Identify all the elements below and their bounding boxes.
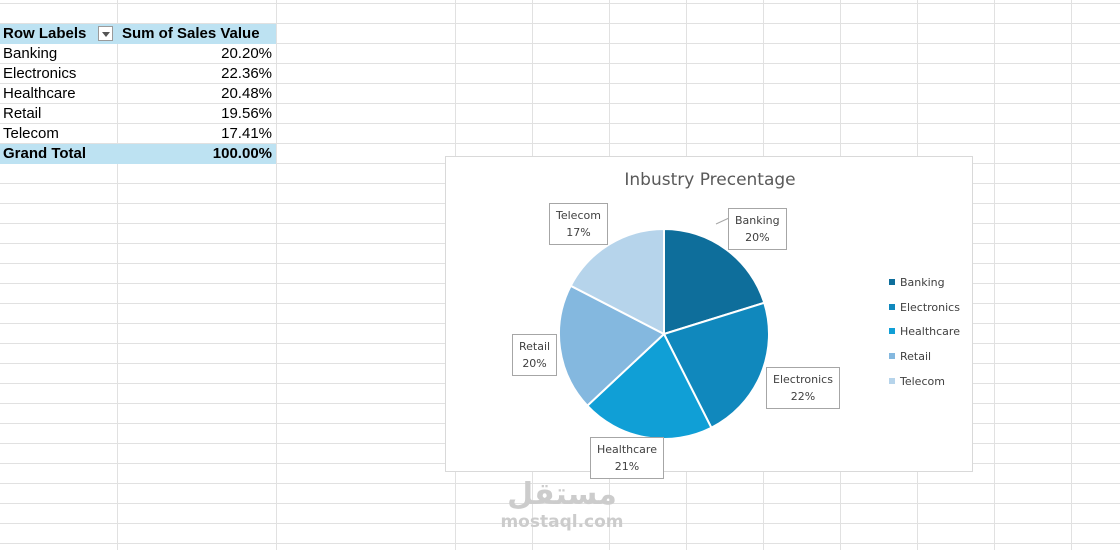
data-label-pct: 22% — [790, 390, 816, 403]
leader-line — [715, 217, 730, 225]
data-label-name: Healthcare — [597, 443, 657, 456]
pivot-row-value: 19.56% — [221, 105, 272, 122]
data-label-telecom[interactable]: Telecom 17% — [549, 203, 608, 245]
grand-total-row[interactable]: Grand Total 100.00% — [0, 144, 276, 164]
pivot-row-value: 22.36% — [221, 65, 272, 82]
watermark-arabic: مستقل — [507, 477, 617, 512]
legend-swatch-retail — [889, 353, 895, 360]
pie-chart[interactable]: Inbustry Precentage Banking Electronics … — [445, 156, 973, 479]
row-labels-header: Row Labels — [3, 25, 87, 42]
pivot-row-label: Telecom — [3, 125, 59, 142]
pivot-row-label: Healthcare — [3, 85, 76, 102]
legend-swatch-banking — [889, 279, 895, 285]
data-label-name: Telecom — [556, 209, 601, 222]
legend-entry: Electronics — [889, 301, 960, 326]
chart-legend: Banking Electronics Healthcare Retail Te… — [889, 276, 960, 399]
pivot-row[interactable]: Banking 20.20% — [0, 44, 276, 64]
data-label-name: Electronics — [773, 373, 833, 386]
chart-title: Inbustry Precentage — [624, 170, 796, 190]
pie-slice-banking[interactable] — [663, 227, 766, 336]
data-label-healthcare[interactable]: Healthcare 21% — [590, 437, 664, 479]
data-label-pct: 21% — [614, 460, 640, 473]
pivot-row[interactable]: Electronics 22.36% — [0, 64, 276, 84]
pivot-row-label: Retail — [3, 105, 42, 122]
legend-swatch-healthcare — [889, 328, 895, 335]
legend-label: Retail — [900, 350, 932, 364]
pivot-header-row: Row Labels Sum of Sales Value — [0, 24, 276, 44]
legend-entry: Telecom — [889, 375, 960, 400]
data-label-electronics[interactable]: Electronics 22% — [766, 367, 840, 409]
legend-entry: Banking — [889, 276, 960, 301]
legend-entry: Retail — [889, 350, 960, 375]
data-label-banking[interactable]: Banking 20% — [728, 208, 787, 250]
pivot-row-label: Banking — [3, 45, 58, 62]
pivot-table: Row Labels Sum of Sales Value Banking 20… — [0, 24, 276, 164]
grand-total-label: Grand Total — [3, 145, 87, 162]
grand-total-value: 100.00% — [212, 145, 272, 162]
legend-label: Electronics — [900, 300, 960, 314]
pivot-row-value: 20.48% — [221, 85, 272, 102]
mostaql-watermark: مستقل mostaql.com — [492, 477, 632, 533]
legend-entry: Healthcare — [889, 325, 960, 350]
data-label-pct: 20% — [745, 231, 770, 244]
pivot-row[interactable]: Retail 19.56% — [0, 104, 276, 124]
legend-label: Telecom — [900, 374, 945, 388]
pie-slice-retail[interactable] — [558, 284, 666, 408]
data-label-name: Banking — [735, 214, 780, 227]
data-label-pct: 20% — [522, 357, 547, 370]
legend-swatch-telecom — [889, 377, 895, 384]
pie-slice-telecom[interactable] — [569, 227, 665, 336]
watermark-latin: mostaql.com — [500, 512, 624, 532]
legend-label: Healthcare — [900, 325, 960, 339]
data-label-pct: 17% — [566, 226, 591, 239]
legend-swatch-electronics — [889, 303, 895, 310]
pivot-row[interactable]: Healthcare 20.48% — [0, 84, 276, 104]
pivot-row-value: 20.20% — [221, 45, 272, 62]
data-label-name: Retail — [519, 340, 551, 353]
legend-label: Banking — [900, 276, 945, 289]
pivot-row[interactable]: Telecom 17.41% — [0, 124, 276, 144]
pivot-row-value: 17.41% — [221, 125, 272, 142]
pivot-row-label: Electronics — [3, 65, 77, 82]
filter-dropdown-icon[interactable] — [98, 26, 113, 41]
data-label-retail[interactable]: Retail 20% — [512, 334, 558, 376]
pie-slice-electronics[interactable] — [662, 301, 770, 430]
sum-of-sales-header: Sum of Sales Value — [122, 25, 260, 42]
